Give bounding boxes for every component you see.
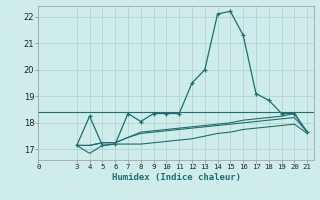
- X-axis label: Humidex (Indice chaleur): Humidex (Indice chaleur): [111, 173, 241, 182]
